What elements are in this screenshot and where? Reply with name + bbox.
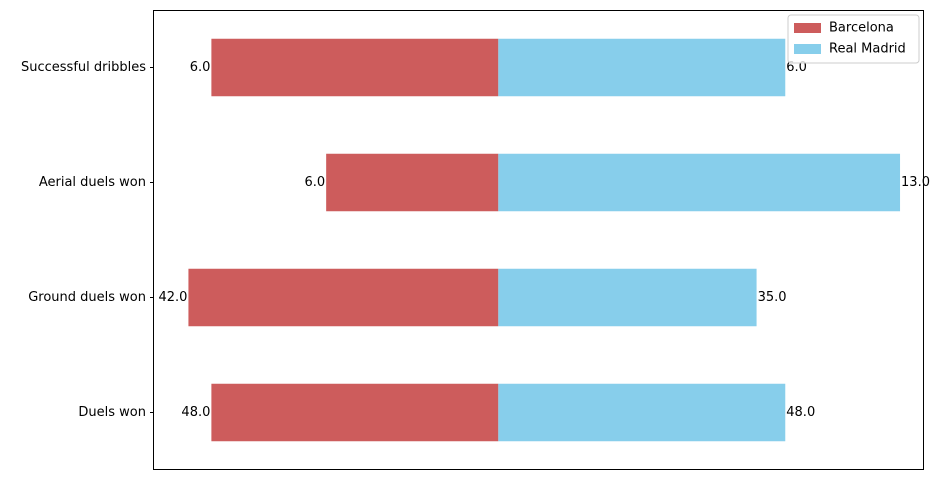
bar-real-madrid-ground-duels-won: [498, 268, 757, 327]
bar-barcelona-successful-dribbles: [211, 38, 499, 97]
bar-barcelona-duels-won: [211, 383, 499, 442]
bar-real-madrid-successful-dribbles: [498, 38, 786, 97]
data-label-barcelona-ground-duels-won: 42.0: [158, 290, 187, 305]
data-labels: 6.0 6.0 6.0 13.0 42.0 35.0 48.0 48.0: [158, 60, 930, 420]
bar-real-madrid-aerial-duels-won: [498, 153, 901, 212]
data-label-real-madrid-ground-duels-won: 35.0: [758, 290, 787, 305]
data-label-real-madrid-duels-won: 48.0: [786, 405, 815, 420]
data-label-real-madrid-successful-dribbles: 6.0: [786, 60, 807, 75]
bars-layer: [188, 38, 901, 442]
y-tick-label-ground-duels-won: Ground duels won: [28, 290, 146, 305]
y-tick-label-successful-dribbles: Successful dribbles: [21, 60, 146, 75]
legend-swatch-real-madrid: [794, 44, 821, 54]
y-tick-label-aerial-duels-won: Aerial duels won: [39, 175, 146, 190]
plot-frame: [153, 10, 924, 470]
bar-barcelona-aerial-duels-won: [326, 153, 499, 212]
y-axis-labels: Successful dribbles Aerial duels won Groun…: [21, 60, 154, 420]
legend-swatch-barcelona: [794, 23, 821, 33]
bar-barcelona-ground-duels-won: [188, 268, 499, 327]
legend-label-real-madrid: Real Madrid: [829, 42, 906, 57]
y-tick-label-duels-won: Duels won: [78, 405, 146, 420]
data-label-barcelona-aerial-duels-won: 6.0: [304, 175, 325, 190]
data-label-barcelona-successful-dribbles: 6.0: [190, 60, 211, 75]
data-label-barcelona-duels-won: 48.0: [181, 405, 210, 420]
data-label-real-madrid-aerial-duels-won: 13.0: [901, 175, 930, 190]
legend: Barcelona Real Madrid: [787, 14, 920, 64]
legend-label-barcelona: Barcelona: [829, 21, 894, 36]
bar-real-madrid-duels-won: [498, 383, 786, 442]
